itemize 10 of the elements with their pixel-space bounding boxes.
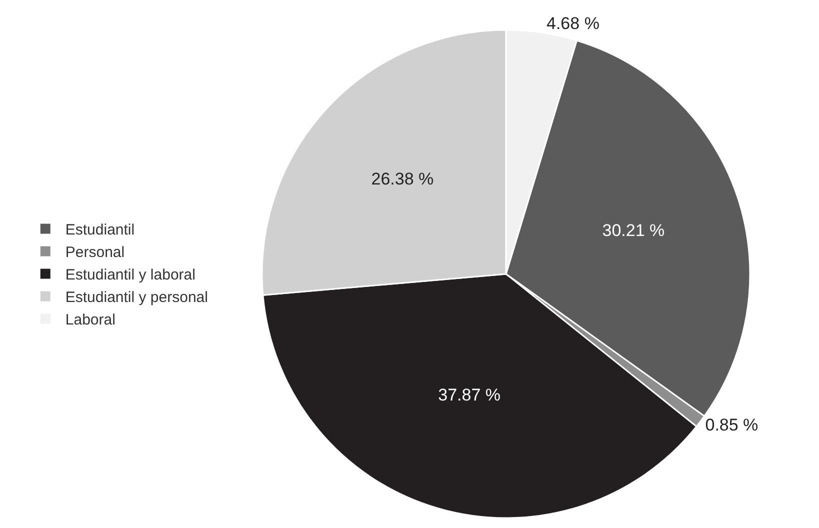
legend-label: Estudiantil bbox=[65, 222, 135, 239]
data-label: 26.38 % bbox=[371, 170, 434, 189]
legend-label: Personal bbox=[65, 244, 125, 262]
data-label: 4.68 % bbox=[546, 14, 600, 33]
data-label: 30.21 % bbox=[602, 221, 665, 240]
legend-label: Laboral bbox=[65, 312, 116, 329]
data-label: 0.85 % bbox=[705, 415, 758, 434]
legend-label: Estudiantil y personal bbox=[65, 289, 208, 306]
legend-label: Estudiantil y laboral bbox=[65, 266, 196, 284]
data-label: 37.87 % bbox=[438, 386, 501, 405]
